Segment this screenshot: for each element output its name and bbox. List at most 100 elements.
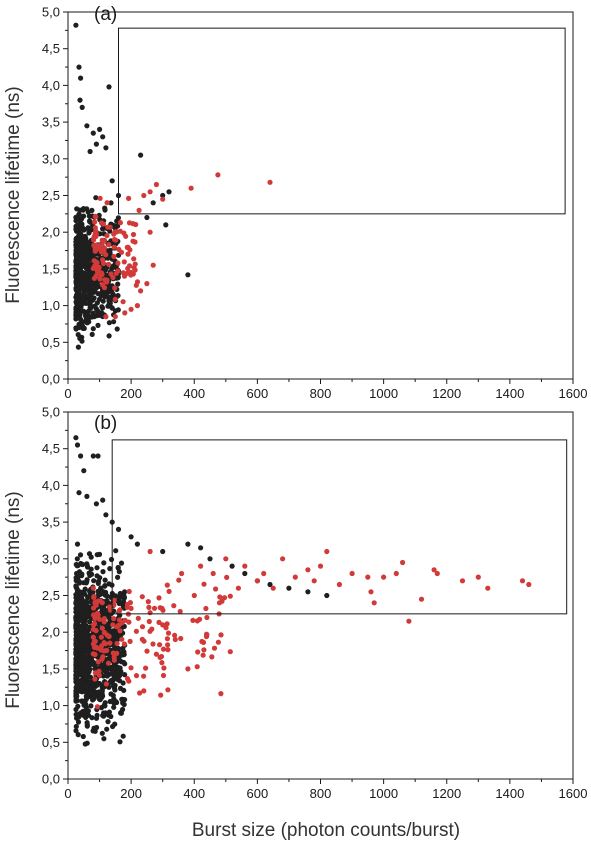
data-point-black bbox=[106, 709, 112, 715]
data-point-red bbox=[459, 578, 466, 584]
data-point-black bbox=[76, 274, 82, 280]
data-point-black bbox=[84, 690, 90, 696]
data-point-red bbox=[90, 585, 96, 591]
data-point-red bbox=[159, 660, 165, 666]
data-point-red bbox=[91, 237, 97, 243]
data-point-black bbox=[76, 635, 82, 641]
data-point-red bbox=[126, 678, 132, 684]
y-tick-label: 3,0 bbox=[42, 551, 60, 566]
data-point-black bbox=[75, 332, 81, 338]
data-point-red bbox=[91, 622, 97, 628]
data-point-black bbox=[76, 490, 82, 496]
data-point-red bbox=[393, 570, 399, 577]
data-point-black bbox=[77, 600, 83, 606]
y-tick-label: 0,0 bbox=[42, 772, 60, 787]
data-point-black bbox=[242, 570, 248, 577]
data-point-black bbox=[102, 207, 108, 213]
data-point-black bbox=[77, 249, 83, 255]
data-point-black bbox=[79, 571, 85, 577]
data-point-black bbox=[98, 705, 105, 711]
data-point-red bbox=[91, 258, 97, 264]
data-point-black bbox=[85, 245, 91, 252]
data-point-red bbox=[90, 265, 96, 271]
panel-b-label: (b) bbox=[94, 413, 117, 434]
data-point-black bbox=[150, 200, 156, 206]
data-point-black bbox=[81, 325, 87, 331]
data-point-black bbox=[99, 310, 105, 316]
data-point-red bbox=[203, 605, 209, 612]
data-point-red bbox=[123, 233, 129, 239]
data-point-black bbox=[100, 712, 106, 719]
data-point-black bbox=[77, 298, 83, 304]
data-point-black bbox=[112, 687, 118, 693]
data-point-black bbox=[108, 665, 114, 671]
data-point-black bbox=[108, 556, 115, 563]
data-point-red bbox=[223, 556, 229, 562]
data-point-red bbox=[147, 628, 153, 634]
data-point-red bbox=[324, 548, 330, 555]
data-point-black bbox=[74, 675, 80, 681]
data-point-red bbox=[317, 563, 324, 569]
data-point-black bbox=[207, 556, 213, 562]
x-tick-label: 1600 bbox=[559, 786, 588, 801]
data-point-red bbox=[165, 647, 171, 653]
data-point-black bbox=[94, 724, 100, 731]
panel-b: 0,0 0,5 1,0 1,5 2,0 2,5 3,0 3,5 4,0 4,5 5,0 0 200 40… bbox=[3, 405, 587, 802]
data-point-red bbox=[106, 242, 112, 248]
data-point-black bbox=[92, 303, 98, 309]
data-point-red bbox=[100, 260, 107, 267]
data-point-black bbox=[113, 548, 119, 554]
data-point-red bbox=[92, 213, 98, 219]
data-point-red bbox=[105, 660, 112, 666]
data-point-black bbox=[92, 666, 98, 672]
data-point-red bbox=[132, 267, 138, 273]
data-point-black bbox=[73, 624, 79, 630]
data-point-black bbox=[106, 656, 112, 663]
data-point-black bbox=[79, 338, 85, 344]
data-point-black bbox=[88, 566, 94, 572]
data-point-red bbox=[112, 229, 118, 235]
data-point-black bbox=[83, 648, 89, 655]
y-tick-label: 3,0 bbox=[42, 151, 60, 166]
panel-a-selection-box bbox=[118, 27, 566, 215]
data-point-black bbox=[73, 646, 79, 652]
data-point-black bbox=[108, 678, 114, 684]
data-point-black bbox=[121, 701, 127, 708]
data-point-red bbox=[211, 645, 218, 651]
data-point-black bbox=[109, 305, 115, 311]
data-point-black bbox=[89, 715, 95, 721]
data-point-black bbox=[106, 333, 112, 339]
data-point-black bbox=[78, 594, 84, 600]
data-point-black bbox=[73, 298, 80, 304]
data-point-black bbox=[74, 671, 80, 677]
data-point-red bbox=[117, 628, 123, 634]
data-point-red bbox=[267, 179, 273, 185]
data-point-red bbox=[117, 607, 123, 613]
data-point-black bbox=[73, 660, 79, 666]
panel-a: 0,0 0,5 1,0 1,5 2,0 2,5 3,0 3,5 4,0 4,5 5,0 0 200 40… bbox=[3, 4, 587, 401]
data-point-black bbox=[73, 728, 79, 734]
data-point-black bbox=[79, 104, 85, 110]
data-point-black bbox=[120, 733, 126, 739]
data-point-red bbox=[104, 647, 110, 654]
data-point-red bbox=[111, 616, 117, 622]
data-point-red bbox=[139, 594, 145, 600]
data-point-black bbox=[73, 600, 79, 606]
data-point-black bbox=[117, 685, 124, 692]
data-point-red bbox=[128, 605, 134, 612]
data-point-red bbox=[150, 262, 156, 268]
data-point-black bbox=[115, 645, 121, 652]
y-tick-label: 4,5 bbox=[42, 441, 60, 456]
data-point-black bbox=[74, 264, 80, 270]
data-point-red bbox=[97, 276, 103, 282]
data-point-black bbox=[80, 262, 86, 268]
data-point-red bbox=[178, 635, 184, 642]
data-point-red bbox=[101, 618, 107, 625]
data-point-black bbox=[85, 643, 92, 649]
data-point-red bbox=[138, 288, 144, 294]
data-point-black bbox=[95, 322, 101, 328]
data-point-black bbox=[100, 298, 106, 304]
data-point-red bbox=[96, 668, 102, 674]
data-point-black bbox=[78, 654, 85, 660]
y-tick-label: 3,5 bbox=[42, 515, 60, 530]
